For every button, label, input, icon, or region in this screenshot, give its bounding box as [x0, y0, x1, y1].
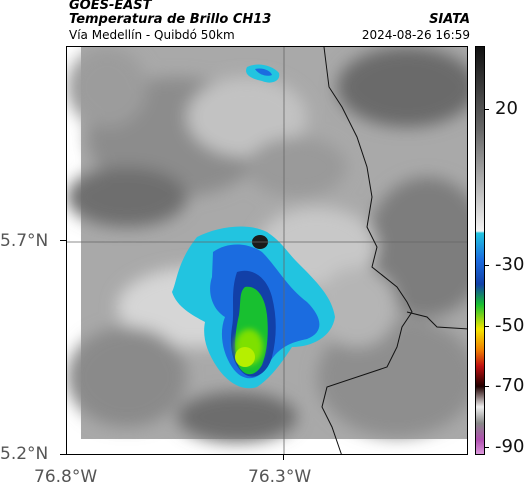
lon-label-right: 76.3°W — [248, 467, 312, 487]
product-title: Temperatura de Brillo CH13 — [69, 12, 272, 27]
tick-y-2 — [60, 454, 66, 455]
border-line — [321, 47, 413, 454]
cb-label-m30: -30 — [495, 254, 525, 275]
cb-tick-m90 — [485, 447, 489, 448]
satellite-map — [67, 47, 467, 454]
cb-label-m90: -90 — [495, 436, 525, 457]
cb-label-m70: -70 — [495, 375, 525, 396]
brand-label: SIATA — [429, 12, 470, 27]
map-frame — [66, 46, 468, 455]
timestamp-label: 2024-08-26 16:59 — [361, 28, 470, 42]
colorbar — [475, 46, 485, 455]
cb-tick-m70 — [485, 386, 489, 387]
cb-label-20: 20 — [495, 98, 518, 119]
cb-tick-20 — [485, 109, 489, 110]
satellite-title: GOES-EAST — [69, 0, 152, 13]
lat-label-bottom: 5.2°N — [0, 444, 49, 464]
lon-label-left: 76.8°W — [34, 467, 98, 487]
tick-x-2 — [283, 455, 284, 460]
cb-tick-m30 — [485, 265, 489, 266]
convective-cell — [172, 64, 335, 389]
border-line-2 — [406, 311, 467, 330]
cloud-texture — [67, 47, 467, 442]
cb-label-m50: -50 — [495, 315, 525, 336]
tick-y-1 — [60, 240, 66, 241]
lat-label-top: 5.7°N — [0, 231, 49, 251]
region-label: Vía Medellín - Quibdó 50km — [69, 28, 235, 42]
cb-tick-m50 — [485, 326, 489, 327]
colorbar-gradient — [476, 47, 484, 454]
